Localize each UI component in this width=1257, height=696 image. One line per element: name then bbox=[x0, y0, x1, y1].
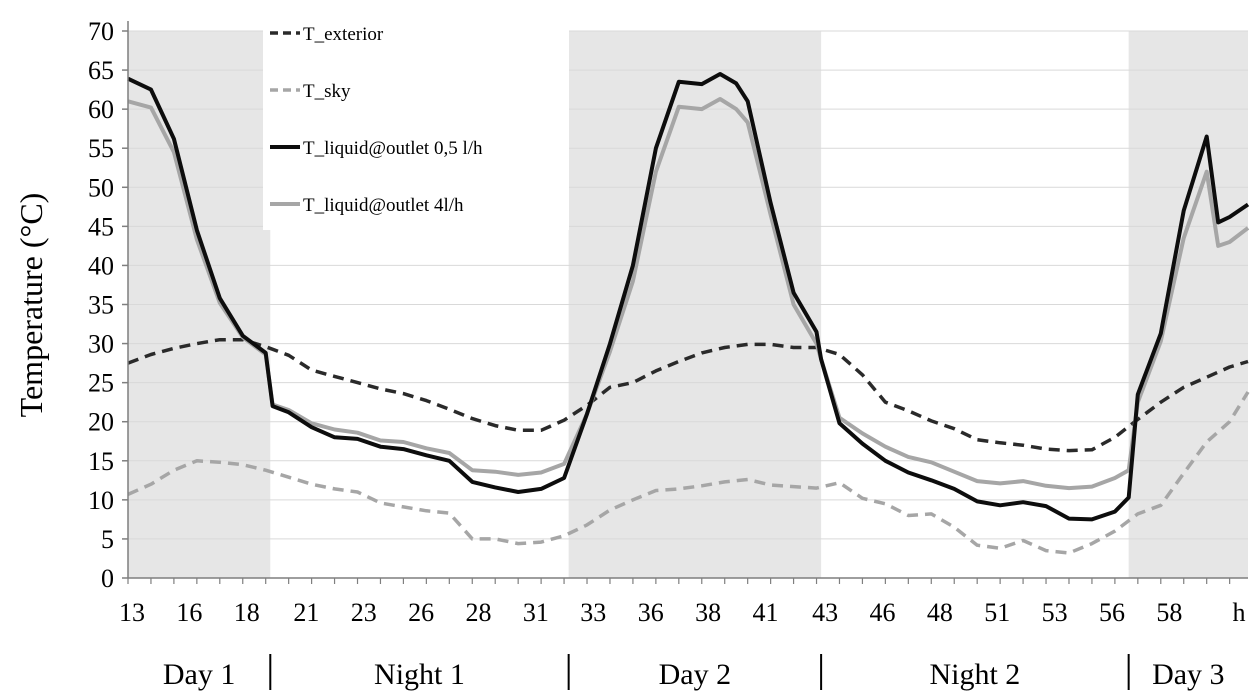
x-tick-label-16: 16 bbox=[176, 598, 202, 627]
period-label-day-3: Day 3 bbox=[1152, 658, 1224, 691]
legend-label-4: T_liquid@outlet 4l/h bbox=[303, 195, 464, 216]
x-tick-label-51: 51 bbox=[984, 598, 1010, 627]
legend-label-2: T_sky bbox=[303, 81, 351, 102]
y-tick-label-70: 70 bbox=[88, 17, 114, 46]
period-label-night-1: Night 1 bbox=[374, 658, 465, 691]
x-tick-label-58: 58 bbox=[1156, 598, 1182, 627]
period-label-day-1: Day 1 bbox=[163, 658, 235, 691]
x-tick-label-41: 41 bbox=[752, 598, 778, 627]
series-line-t-sky bbox=[127, 391, 1250, 555]
y-tick-label-5: 5 bbox=[101, 525, 114, 554]
y-tick-label-25: 25 bbox=[88, 369, 114, 398]
x-tick-label-48: 48 bbox=[927, 598, 953, 627]
x-tick-label-46: 46 bbox=[869, 598, 895, 627]
series-line-t-liquid-outlet-0-5-l-h bbox=[127, 72, 1250, 522]
y-tick-label-15: 15 bbox=[88, 447, 114, 476]
y-tick-label-55: 55 bbox=[88, 134, 114, 163]
x-tick-label-28: 28 bbox=[466, 598, 492, 627]
legend-box bbox=[263, 8, 569, 230]
legend-label-1: T_exterior bbox=[303, 24, 384, 45]
y-tick-label-10: 10 bbox=[88, 486, 114, 515]
x-tick-label-13: 13 bbox=[119, 598, 145, 627]
y-tick-label-40: 40 bbox=[88, 251, 114, 280]
y-tick-label-35: 35 bbox=[88, 291, 114, 320]
x-tick-label-36: 36 bbox=[638, 598, 664, 627]
y-tick-label-45: 45 bbox=[88, 212, 114, 241]
x-tick-label-18: 18 bbox=[234, 598, 260, 627]
x-tick-label-26: 26 bbox=[408, 598, 434, 627]
x-tick-label-53: 53 bbox=[1042, 598, 1068, 627]
y-tick-label-0: 0 bbox=[101, 564, 114, 593]
x-unit-label: h bbox=[1233, 598, 1246, 627]
y-tick-label-65: 65 bbox=[88, 56, 114, 85]
y-axis-label: Temperature (°C) bbox=[13, 193, 49, 418]
y-tick-label-60: 60 bbox=[88, 95, 114, 124]
y-tick-label-30: 30 bbox=[88, 330, 114, 359]
legend-label-3: T_liquid@outlet 0,5 l/h bbox=[303, 138, 483, 159]
x-tick-label-21: 21 bbox=[293, 598, 319, 627]
period-label-night-2: Night 2 bbox=[929, 658, 1020, 691]
x-tick-label-43: 43 bbox=[812, 598, 838, 627]
series-line-t-liquid-outlet-4l-h bbox=[127, 97, 1250, 491]
series-line-t-exterior bbox=[127, 337, 1249, 453]
y-tick-label-20: 20 bbox=[88, 408, 114, 437]
x-tick-label-23: 23 bbox=[351, 598, 377, 627]
period-label-day-2: Day 2 bbox=[659, 658, 731, 691]
legend: T_exterior T_sky T_liquid@outlet 0,5 l/h T_… bbox=[263, 8, 569, 230]
y-tick-label-50: 50 bbox=[88, 173, 114, 202]
x-tick-label-33: 33 bbox=[580, 598, 606, 627]
x-tick-label-56: 56 bbox=[1099, 598, 1125, 627]
x-tick-label-31: 31 bbox=[523, 598, 549, 627]
x-tick-label-38: 38 bbox=[695, 598, 721, 627]
